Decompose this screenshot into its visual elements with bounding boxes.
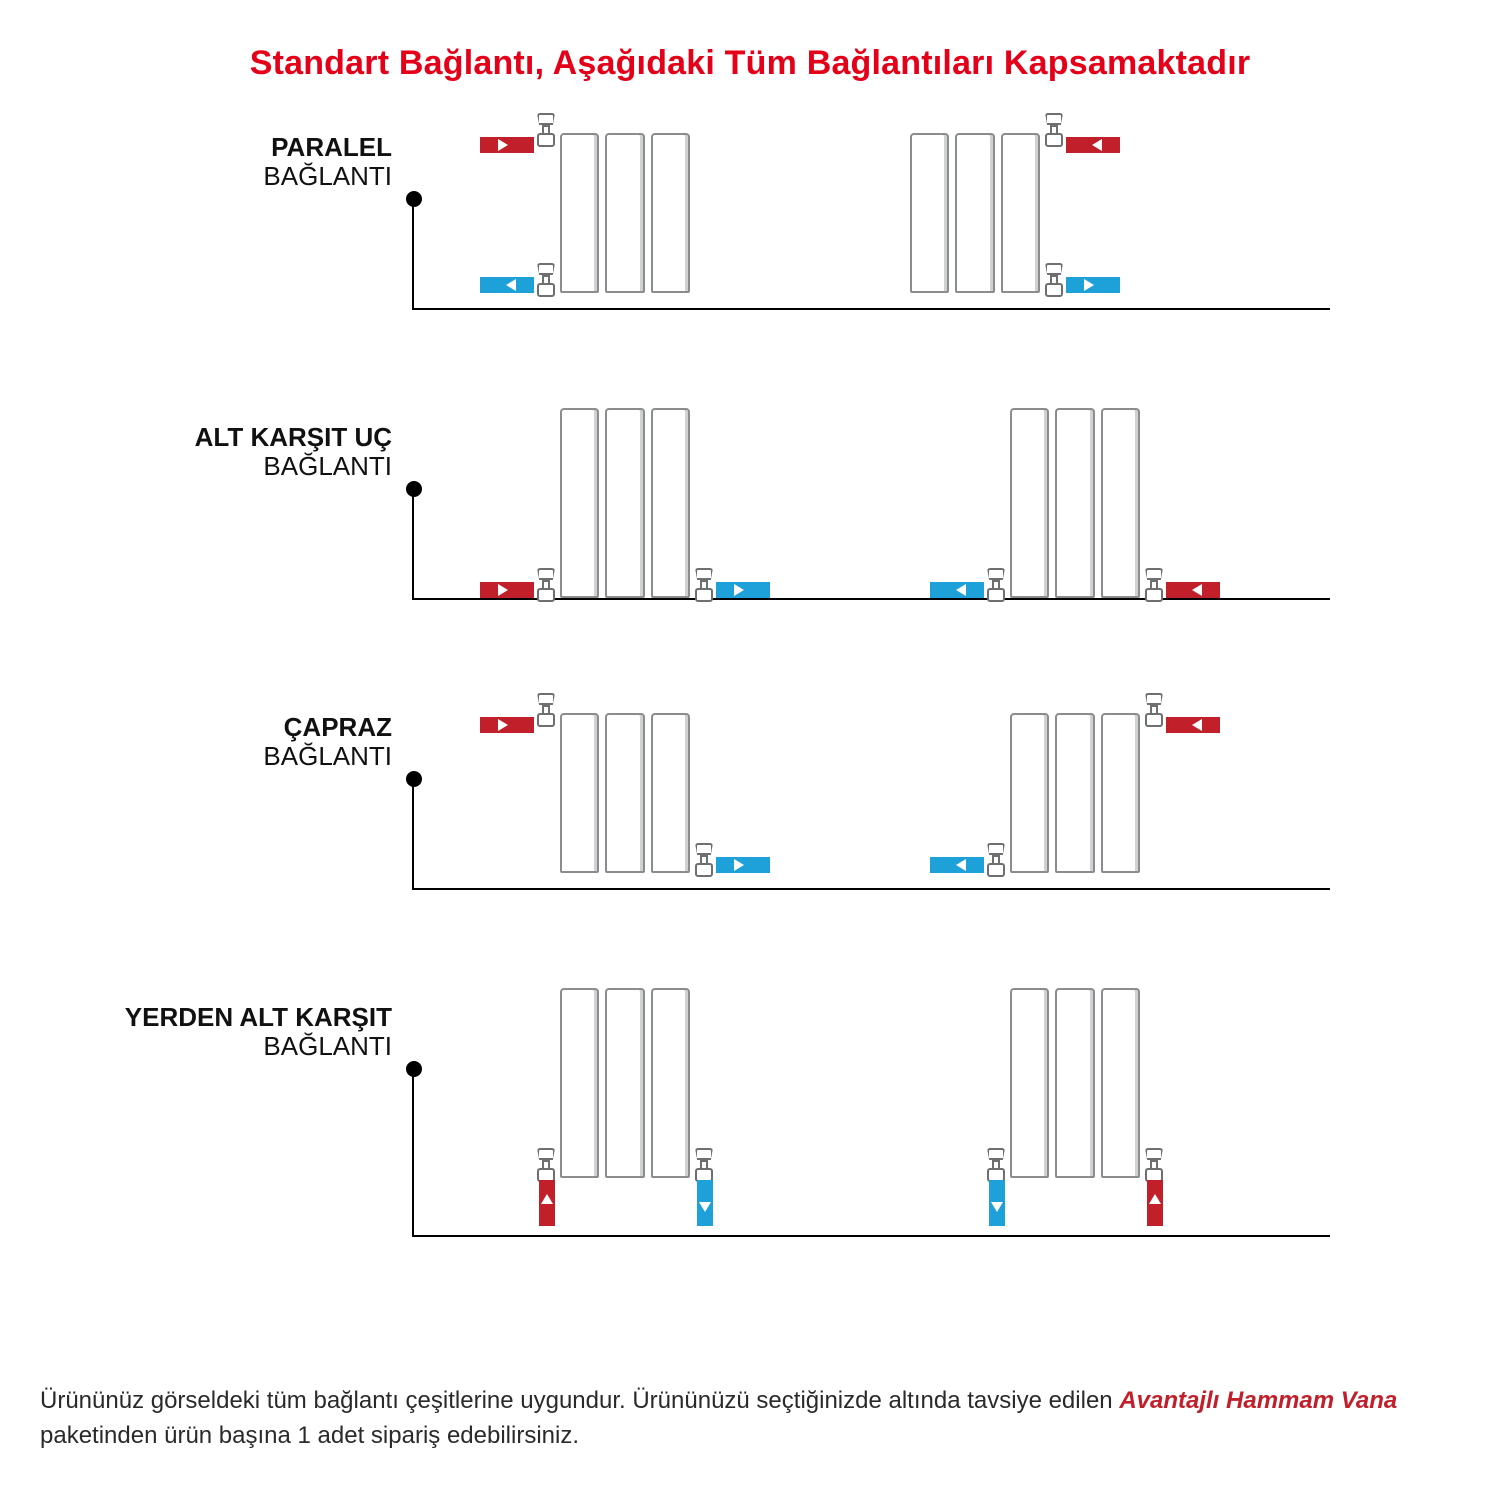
radiator-icon	[560, 133, 690, 293]
valve-icon	[534, 1148, 558, 1182]
row-label-bold: PARALEL	[40, 133, 392, 162]
footer-text-1: Ürününüz görseldeki tüm bağlantı çeşitle…	[40, 1387, 1119, 1414]
diagram-left	[460, 133, 790, 323]
radiator-icon	[1010, 713, 1140, 873]
outlet-arrow-icon	[696, 1180, 714, 1226]
row-label-light: BAĞLANTI	[40, 1032, 392, 1061]
valve-icon	[692, 1148, 716, 1182]
inlet-arrow-icon	[480, 135, 534, 155]
valve-icon	[534, 113, 558, 147]
inlet-arrow-icon	[1066, 135, 1120, 155]
outlet-arrow-icon	[716, 580, 770, 600]
radiator-icon	[1010, 988, 1140, 1178]
inlet-arrow-icon	[1166, 715, 1220, 735]
connection-row: ALT KARŞIT UÇBAĞLANTI	[40, 423, 1460, 643]
inlet-arrow-icon	[480, 715, 534, 735]
bullet-icon	[406, 191, 422, 207]
radiator-icon	[560, 408, 690, 598]
row-label: PARALELBAĞLANTI	[40, 133, 420, 190]
outlet-arrow-icon	[1066, 275, 1120, 295]
row-label: YERDEN ALT KARŞITBAĞLANTI	[40, 1003, 420, 1060]
bullet-icon	[406, 481, 422, 497]
diagram-left	[460, 423, 790, 613]
row-label-light: BAĞLANTI	[40, 452, 392, 481]
valve-icon	[984, 843, 1008, 877]
valve-icon	[1142, 693, 1166, 727]
valve-icon	[1042, 263, 1066, 297]
valve-icon	[984, 568, 1008, 602]
row-label-light: BAĞLANTI	[40, 162, 392, 191]
connection-row: YERDEN ALT KARŞITBAĞLANTI	[40, 1003, 1460, 1263]
valve-icon	[534, 693, 558, 727]
diagram-left	[460, 1003, 790, 1193]
bullet-icon	[406, 1061, 422, 1077]
connection-row: ÇAPRAZBAĞLANTI	[40, 713, 1460, 933]
connection-row: PARALELBAĞLANTI	[40, 133, 1460, 353]
valve-icon	[984, 1148, 1008, 1182]
valve-icon	[692, 843, 716, 877]
connector-line	[412, 199, 414, 310]
diagram-pair	[460, 713, 1400, 933]
outlet-arrow-icon	[930, 855, 984, 875]
diagram-right	[910, 133, 1240, 323]
radiator-icon	[560, 713, 690, 873]
diagram-pair	[460, 133, 1400, 353]
row-label-light: BAĞLANTI	[40, 742, 392, 771]
connector-line	[412, 779, 414, 890]
row-label: ÇAPRAZBAĞLANTI	[40, 713, 420, 770]
connection-rows: PARALELBAĞLANTIALT KARŞIT UÇBAĞLANTIÇAPR…	[40, 133, 1460, 1263]
page-title: Standart Bağlantı, Aşağıdaki Tüm Bağlant…	[40, 20, 1460, 133]
bullet-icon	[406, 771, 422, 787]
radiator-icon	[1010, 408, 1140, 598]
valve-icon	[1142, 568, 1166, 602]
inlet-arrow-icon	[538, 1180, 556, 1226]
outlet-arrow-icon	[988, 1180, 1006, 1226]
inlet-arrow-icon	[1146, 1180, 1164, 1226]
row-label-bold: YERDEN ALT KARŞIT	[40, 1003, 392, 1032]
footer-note: Ürününüz görseldeki tüm bağlantı çeşitle…	[40, 1384, 1460, 1454]
outlet-arrow-icon	[930, 580, 984, 600]
footer-text-2: paketinden ürün başına 1 adet sipariş ed…	[40, 1422, 579, 1449]
diagram-right	[910, 1003, 1240, 1193]
inlet-arrow-icon	[480, 580, 534, 600]
diagram-pair	[460, 423, 1400, 643]
row-label-bold: ÇAPRAZ	[40, 713, 392, 742]
outlet-arrow-icon	[480, 275, 534, 295]
connector-line	[412, 489, 414, 600]
diagram-pair	[460, 1003, 1400, 1263]
row-label-bold: ALT KARŞIT UÇ	[40, 423, 392, 452]
valve-icon	[1142, 1148, 1166, 1182]
diagram-right	[910, 423, 1240, 613]
radiator-icon	[910, 133, 1040, 293]
row-label: ALT KARŞIT UÇBAĞLANTI	[40, 423, 420, 480]
outlet-arrow-icon	[716, 855, 770, 875]
footer-highlight: Avantajlı Hammam Vana	[1119, 1387, 1397, 1414]
valve-icon	[534, 263, 558, 297]
diagram-left	[460, 713, 790, 903]
valve-icon	[692, 568, 716, 602]
inlet-arrow-icon	[1166, 580, 1220, 600]
radiator-icon	[560, 988, 690, 1178]
valve-icon	[1042, 113, 1066, 147]
valve-icon	[534, 568, 558, 602]
diagram-right	[910, 713, 1240, 903]
connector-line	[412, 1069, 414, 1237]
